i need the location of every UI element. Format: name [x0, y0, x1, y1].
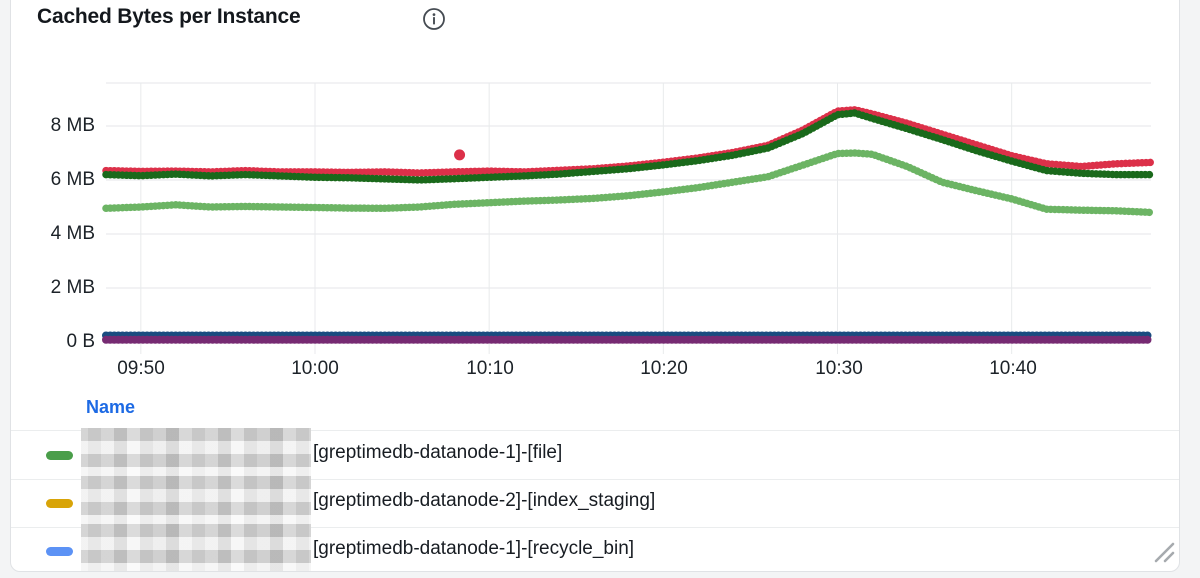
- series-color-pill: [46, 499, 73, 508]
- x-tick-label: 10:30: [815, 358, 863, 379]
- legend-label: [greptimedb-datanode-2]-[index_staging]: [313, 490, 656, 511]
- x-tick-label: 10:20: [640, 358, 688, 379]
- x-tick-label: 09:50: [117, 358, 165, 379]
- series-color-pill: [46, 547, 73, 556]
- y-tick-label: 6 MB: [50, 169, 95, 190]
- divider: [11, 479, 1179, 480]
- y-tick-label: 2 MB: [50, 277, 95, 298]
- x-tick-label: 10:10: [466, 358, 514, 379]
- resize-handle-icon[interactable]: [1150, 538, 1176, 564]
- chart-panel: Cached Bytes per Instance 8 MB 6 MB 4 MB…: [10, 0, 1180, 572]
- y-tick-label: 0 B: [66, 331, 95, 352]
- legend-label: [greptimedb-datanode-1]-[file]: [313, 442, 563, 463]
- y-tick-label: 8 MB: [50, 115, 95, 136]
- legend-label: [greptimedb-datanode-1]-[recycle_bin]: [313, 538, 635, 559]
- censored-label-prefix: [81, 524, 311, 571]
- censored-label-prefix: [81, 428, 311, 480]
- series-color-pill: [46, 451, 73, 460]
- legend-row[interactable]: [greptimedb-datanode-2]-[index_staging]: [11, 476, 1179, 528]
- info-icon[interactable]: [422, 7, 446, 31]
- divider: [11, 430, 1179, 431]
- time-series-plot[interactable]: [101, 76, 1161, 361]
- x-tick-label: 10:00: [291, 358, 339, 379]
- x-tick-label: 10:40: [989, 358, 1037, 379]
- legend-header[interactable]: Name: [86, 397, 136, 417]
- censored-label-prefix: [81, 476, 311, 528]
- divider: [11, 527, 1179, 528]
- legend-row[interactable]: [greptimedb-datanode-1]-[file]: [11, 428, 1179, 480]
- y-tick-label: 4 MB: [50, 223, 95, 244]
- legend-row[interactable]: [greptimedb-datanode-1]-[recycle_bin]: [11, 524, 1179, 571]
- panel-title: Cached Bytes per Instance: [37, 5, 301, 28]
